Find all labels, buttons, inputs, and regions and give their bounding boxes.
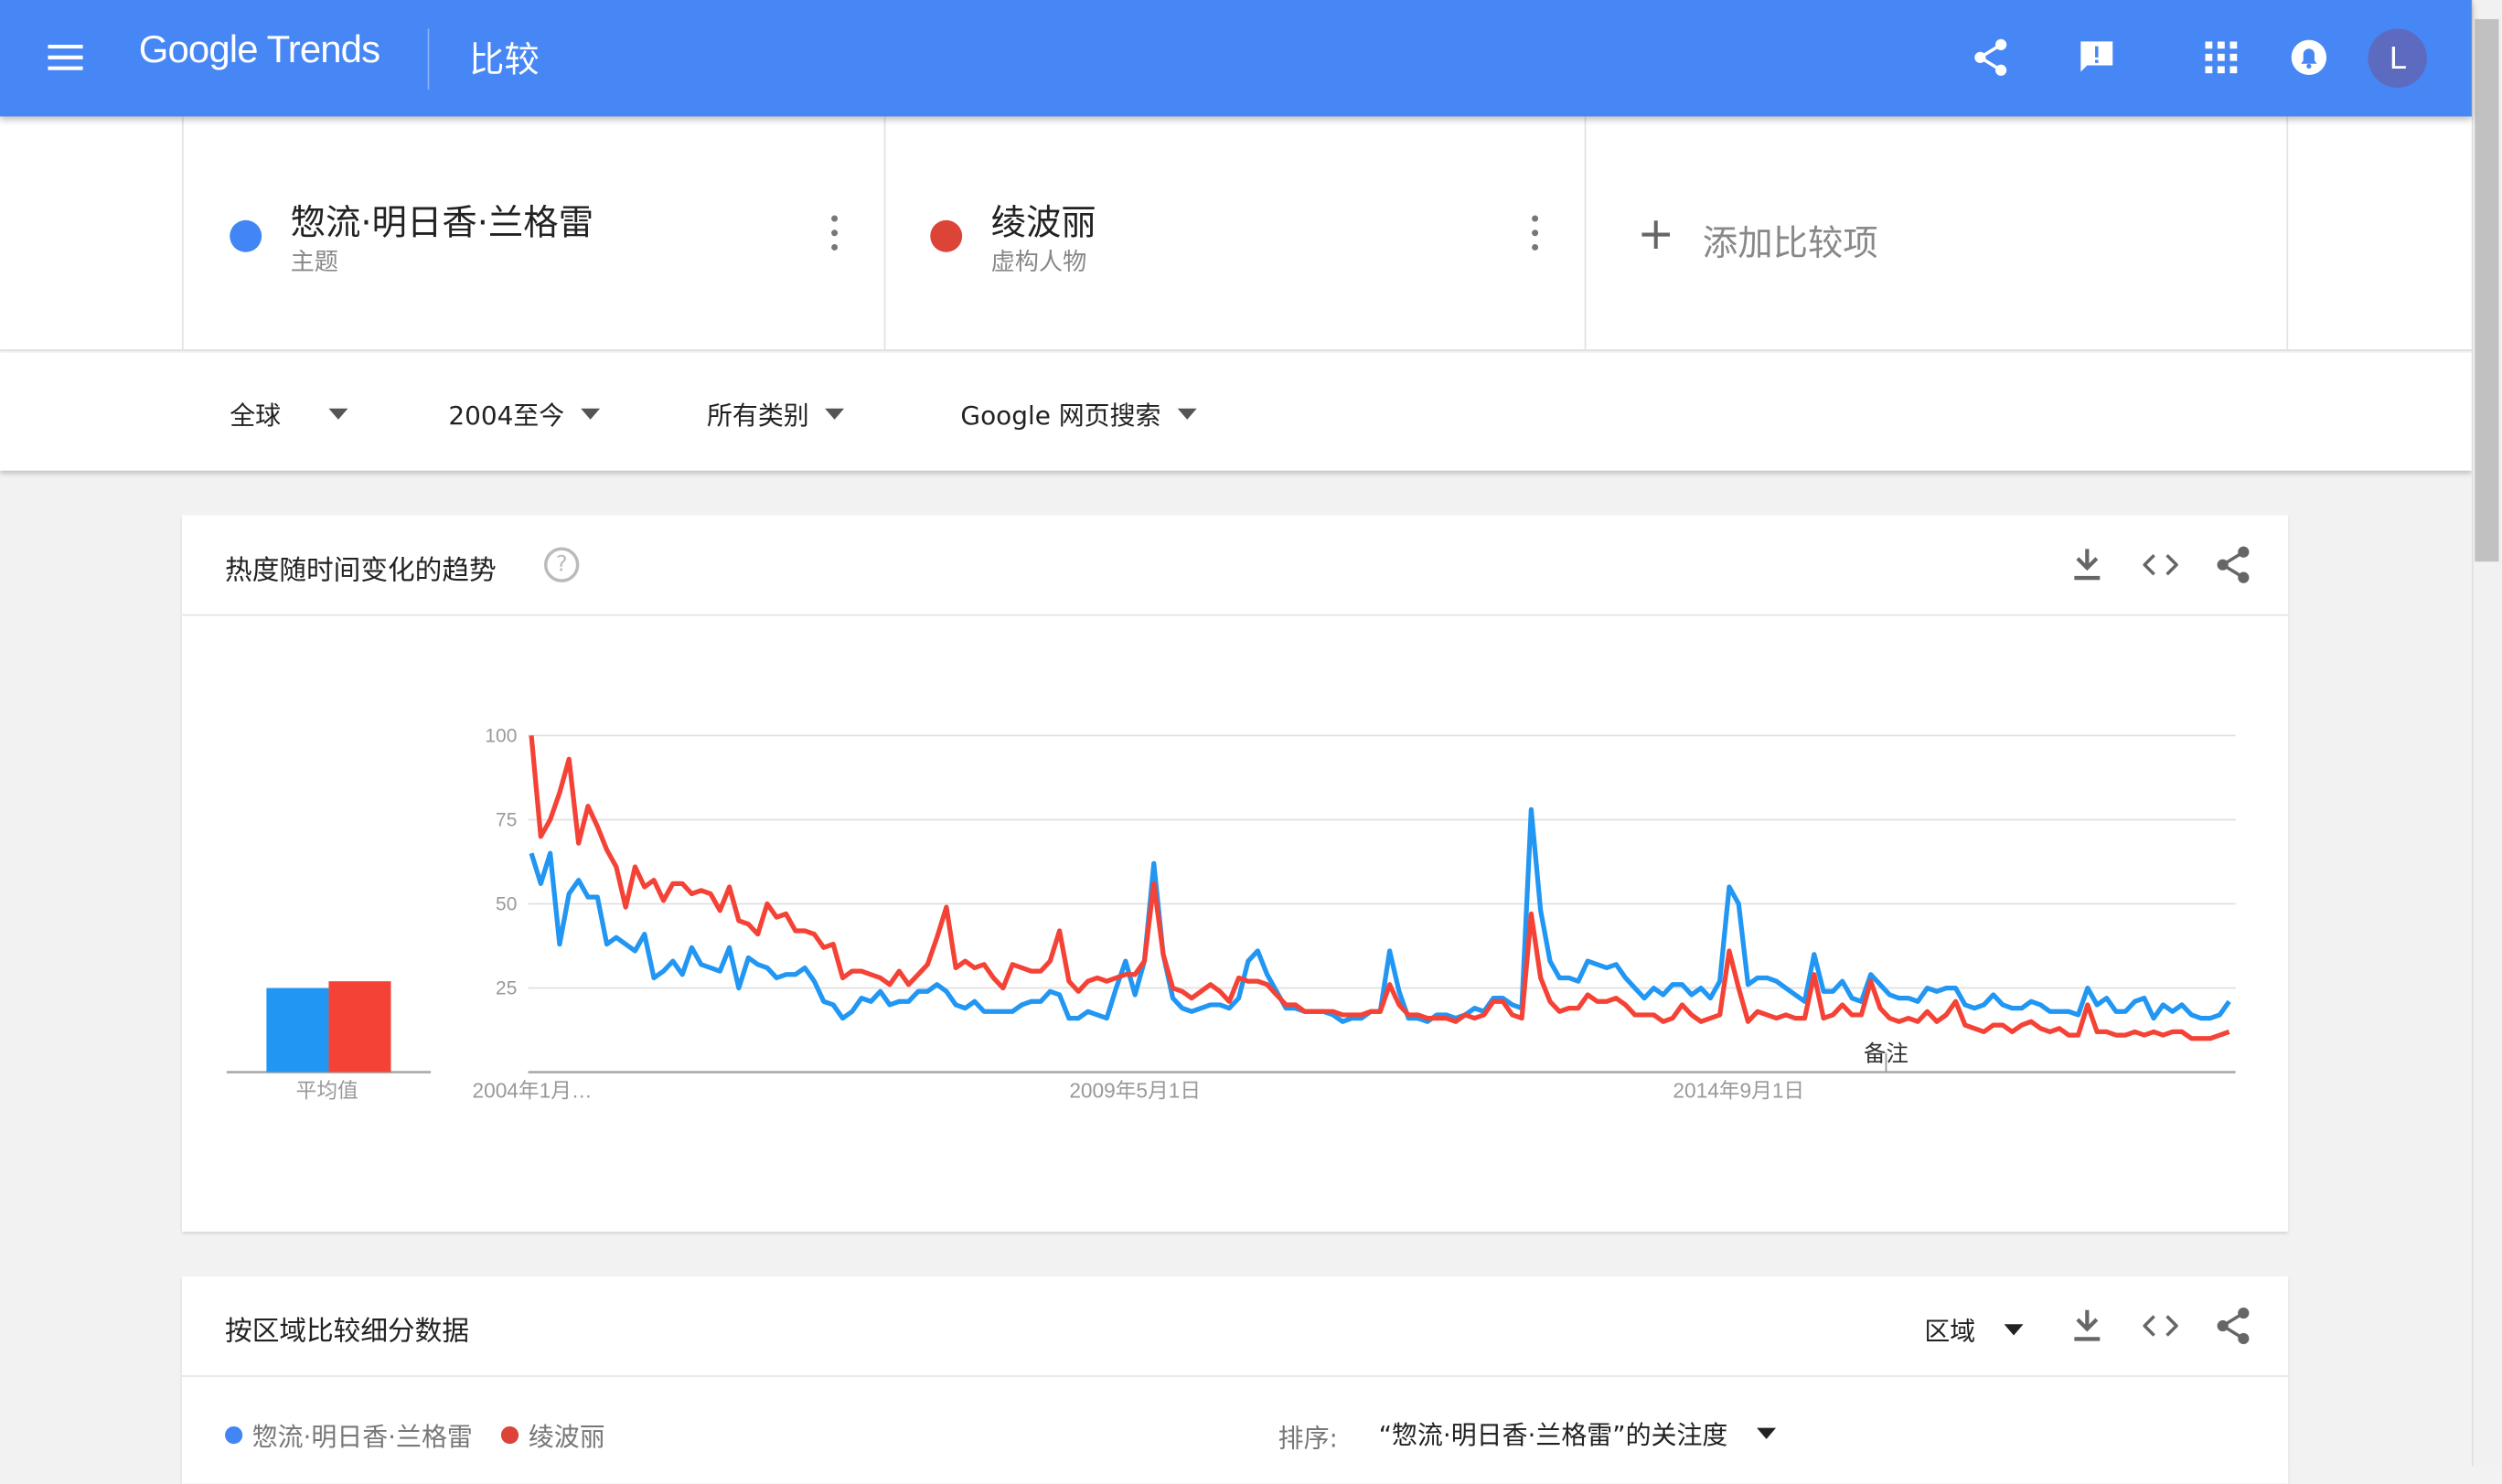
- avatar[interactable]: L: [2368, 28, 2427, 88]
- term-name: 绫波丽: [990, 204, 1096, 244]
- y-tick-label: 75: [496, 809, 517, 830]
- card-header: 热度随时间变化的趋势 ?: [181, 516, 2289, 616]
- y-tick-label: 50: [496, 893, 517, 914]
- legend-item: 惣流·明日香·兰格雷: [251, 1421, 473, 1452]
- notifications-icon[interactable]: [2286, 35, 2331, 80]
- embed-icon[interactable]: [2142, 1307, 2180, 1345]
- download-icon[interactable]: [2068, 1307, 2106, 1345]
- dropdown-caret-icon: [2004, 1323, 2024, 1335]
- legend-dot: [501, 1425, 519, 1444]
- y-tick-label: 25: [496, 978, 517, 999]
- interest-chart: 平均值 100 75 50 25 2004年1月… 2009年5月1日 2014…: [226, 725, 2236, 1102]
- y-tick-label: 100: [485, 725, 517, 746]
- filter-label: 所有类别: [706, 400, 809, 432]
- add-term-label: 添加比较项: [1702, 225, 1878, 265]
- feedback-icon[interactable]: [2074, 35, 2119, 80]
- dropdown-caret-icon: [580, 407, 600, 420]
- resolution-dropdown[interactable]: 区域: [1924, 1310, 2024, 1349]
- interest-over-time-card: 热度随时间变化的趋势 ?: [181, 515, 2289, 1233]
- sort-label: 排序:: [1278, 1423, 1338, 1454]
- dropdown-caret-icon: [1756, 1426, 1776, 1439]
- average-bar-2: [328, 981, 391, 1073]
- menu-icon[interactable]: [43, 35, 88, 80]
- region-legend: 惣流·明日香·兰格雷 绫波丽: [225, 1415, 605, 1454]
- sort-dropdown[interactable]: “惣流·明日香·兰格雷”的关注度: [1379, 1414, 1776, 1452]
- filter-label: 全球: [230, 400, 282, 432]
- more-options-icon[interactable]: [829, 215, 839, 251]
- card-title: 按区域比较细分数据: [225, 1316, 470, 1349]
- page-title: 比较: [469, 41, 540, 81]
- help-icon[interactable]: ?: [544, 547, 580, 582]
- time-filter[interactable]: 2004至今: [448, 394, 600, 432]
- filter-label: Google 网页搜索: [960, 400, 1161, 432]
- term-name: 惣流·明日香·兰格雷: [290, 204, 594, 244]
- apps-icon[interactable]: [2198, 35, 2243, 80]
- scrollbar-thumb[interactable]: [2475, 18, 2499, 562]
- x-tick-label: 2009年5月1日: [1069, 1078, 1201, 1102]
- plus-icon: +: [1637, 207, 1675, 261]
- x-tick-label: 2004年1月…: [472, 1078, 592, 1102]
- term-color-dot: [930, 219, 963, 252]
- region-breakdown-card: 按区域比较细分数据 区域 惣流·明日香·兰格雷 绫波丽 排序: “惣流·明日香·…: [181, 1276, 2289, 1484]
- card-title: 热度随时间变化的趋势: [225, 555, 497, 588]
- term-type: 主题: [290, 247, 338, 276]
- sort-value: “惣流·明日香·兰格雷”的关注度: [1378, 1419, 1728, 1451]
- average-label: 平均值: [296, 1078, 358, 1102]
- share-icon[interactable]: [1969, 35, 2014, 80]
- dropdown-caret-icon: [1176, 407, 1196, 420]
- term-chip-1[interactable]: 惣流·明日香·兰格雷 主题: [181, 116, 884, 351]
- search-type-filter[interactable]: Google 网页搜索: [960, 394, 1196, 432]
- region-filter[interactable]: 全球: [230, 394, 348, 432]
- legend-item: 绫波丽: [528, 1421, 605, 1452]
- term-type: 虚构人物: [990, 247, 1087, 276]
- embed-icon[interactable]: [2142, 546, 2180, 584]
- x-tick-label: 2014年9月1日: [1673, 1078, 1804, 1102]
- share-icon[interactable]: [2215, 546, 2253, 584]
- add-term-button[interactable]: + 添加比较项: [1584, 116, 2289, 351]
- share-icon[interactable]: [2215, 1307, 2253, 1345]
- filter-bar: 全球 2004至今 所有类别 Google 网页搜索: [0, 352, 2472, 471]
- note-label[interactable]: 备注: [1864, 1040, 1909, 1066]
- compare-terms-bar: 惣流·明日香·兰格雷 主题 绫波丽 虚构人物 + 添加比较项: [0, 116, 2472, 351]
- term-color-dot: [230, 219, 262, 252]
- card-header: 按区域比较细分数据 区域: [181, 1276, 2289, 1377]
- legend-dot: [225, 1425, 243, 1444]
- more-options-icon[interactable]: [1530, 215, 1539, 251]
- dropdown-caret-icon: [328, 407, 348, 420]
- average-bar-1: [266, 988, 329, 1073]
- resolution-label: 区域: [1924, 1316, 1976, 1347]
- filter-label: 2004至今: [448, 400, 565, 432]
- series-line-2: [529, 735, 2230, 1041]
- app-header: Google Trends 比较 L: [0, 0, 2472, 117]
- download-icon[interactable]: [2068, 546, 2106, 584]
- google-trends-logo[interactable]: Google Trends: [138, 28, 380, 72]
- term-chip-2[interactable]: 绫波丽 虚构人物: [883, 116, 1585, 351]
- dropdown-caret-icon: [825, 407, 845, 420]
- header-divider: [427, 28, 430, 90]
- category-filter[interactable]: 所有类别: [706, 394, 845, 432]
